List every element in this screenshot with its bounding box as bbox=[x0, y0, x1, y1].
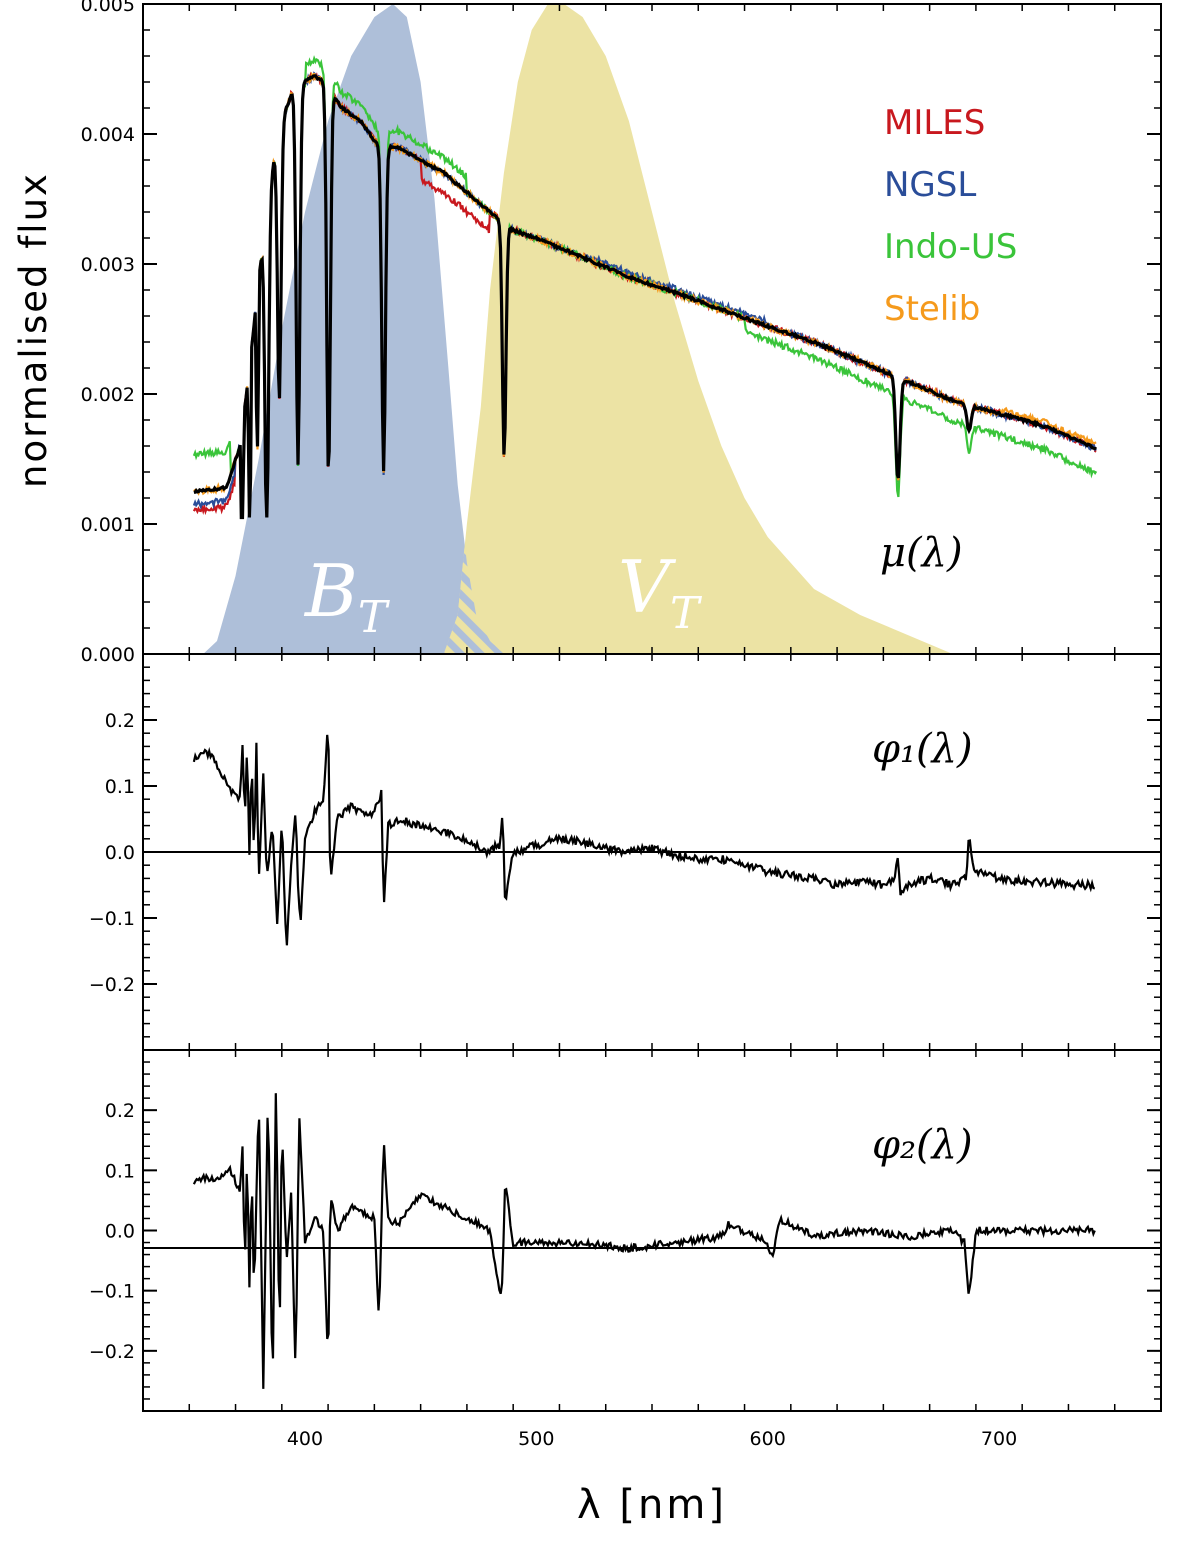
y-tick-label: 0.004 bbox=[81, 124, 135, 146]
phi1-series-line bbox=[192, 734, 1096, 946]
y-tick-label: 0.1 bbox=[105, 776, 135, 798]
legend-item-indous: Indo-US bbox=[884, 227, 1017, 267]
y-tick-label: −0.2 bbox=[89, 1341, 135, 1363]
filter-overlap-hatch bbox=[434, 546, 514, 654]
x-axis-title: λ [nm] bbox=[577, 1482, 727, 1528]
bottom-frame bbox=[142, 1049, 1162, 1412]
y-tick-label: 0.1 bbox=[105, 1160, 135, 1182]
mu-panel-label: μ(λ) bbox=[880, 530, 963, 576]
y-tick-label: 0.0 bbox=[105, 842, 135, 864]
y-axis-title: normalised flux bbox=[12, 172, 55, 488]
y-tick-label: 0.001 bbox=[81, 514, 135, 536]
y-tick-label: −0.1 bbox=[89, 908, 135, 930]
x-tick-label: 700 bbox=[981, 1428, 1017, 1450]
y-tick-label: 0.2 bbox=[105, 1100, 135, 1122]
y-tick-label: −0.1 bbox=[89, 1281, 135, 1303]
x-tick-label: 400 bbox=[287, 1428, 323, 1450]
phi1-panel-label: φ₁(λ) bbox=[872, 726, 973, 772]
y-tick-label: 0.0 bbox=[105, 1221, 135, 1243]
x-tick-label: 500 bbox=[518, 1428, 554, 1450]
y-tick-label: 0.002 bbox=[81, 384, 135, 406]
phi2-panel-label: φ₂(λ) bbox=[872, 1122, 973, 1168]
vt-filter-band bbox=[443, 4, 953, 654]
legend-item-miles: MILES bbox=[884, 103, 985, 143]
y-tick-label: −0.2 bbox=[89, 974, 135, 996]
y-tick-label: 0.005 bbox=[81, 0, 135, 16]
phi2-series-line bbox=[192, 1093, 1096, 1389]
y-tick-label: 0.2 bbox=[105, 710, 135, 732]
bottom-panel-phi2: φ₂(λ) −0.2 −0.1 0.0 0.1 0.2 400 500 600 700 λ [… bbox=[89, 4, 1161, 1528]
spectrum-line- bbox=[193, 74, 1098, 520]
bt-band-label: BT bbox=[303, 549, 391, 643]
y-tick-label: 0.000 bbox=[81, 644, 135, 666]
middle-panel-phi1: φ₁(λ) −0.2 −0.1 0.0 0.1 0.2 bbox=[89, 653, 1161, 1051]
x-tick-label: 600 bbox=[750, 1428, 786, 1450]
top-panel-spectra: BT VT MILES NGSL Indo-US Stelib μ(λ) 0.000 0… bbox=[12, 0, 1161, 666]
legend-item-stelib: Stelib bbox=[884, 289, 980, 329]
legend-item-ngsl: NGSL bbox=[884, 165, 976, 205]
vt-band-label: VT bbox=[618, 545, 703, 639]
legend: MILES NGSL Indo-US Stelib bbox=[884, 103, 1017, 329]
y-tick-label: 0.003 bbox=[81, 254, 135, 276]
